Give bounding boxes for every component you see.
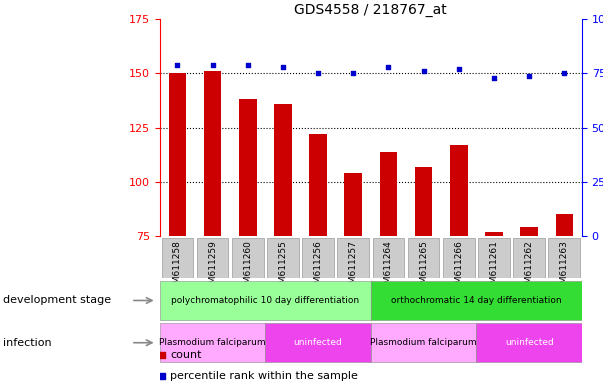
Text: GSM611262: GSM611262 [525, 240, 534, 295]
Bar [302, 238, 334, 278]
Text: GSM611266: GSM611266 [454, 240, 463, 295]
Point [207, 62, 218, 68]
Point [172, 62, 182, 68]
Point [525, 73, 534, 79]
Text: GSM611260: GSM611260 [243, 240, 252, 295]
Bar [380, 152, 397, 236]
Bar [478, 238, 510, 278]
Bar [513, 238, 545, 278]
Text: GSM611257: GSM611257 [349, 240, 358, 295]
Text: GSM611265: GSM611265 [419, 240, 428, 295]
Text: GSM611259: GSM611259 [208, 240, 217, 295]
Bar [160, 323, 265, 362]
Bar [450, 145, 467, 236]
Text: development stage: development stage [3, 295, 111, 306]
Point [489, 75, 499, 81]
Bar [344, 173, 362, 236]
Point [349, 70, 358, 76]
Point [560, 70, 569, 76]
Text: GSM611264: GSM611264 [384, 240, 393, 295]
Text: Plasmodium falciparum: Plasmodium falciparum [370, 338, 477, 347]
Bar [267, 238, 298, 278]
Point [454, 66, 464, 72]
Bar [443, 238, 475, 278]
Bar [520, 227, 538, 236]
Bar [373, 238, 404, 278]
Point [278, 64, 288, 70]
Text: percentile rank within the sample: percentile rank within the sample [170, 371, 358, 381]
Bar [197, 238, 229, 278]
Bar [415, 167, 432, 236]
Point [418, 68, 428, 74]
Bar [162, 238, 193, 278]
Text: uninfected: uninfected [294, 338, 343, 347]
Bar [371, 281, 582, 320]
Text: GSM611263: GSM611263 [560, 240, 569, 295]
Text: infection: infection [3, 338, 52, 348]
Point [384, 64, 393, 70]
Bar [169, 73, 186, 236]
Text: GSM611261: GSM611261 [490, 240, 499, 295]
Text: GSM611256: GSM611256 [314, 240, 323, 295]
Bar [371, 323, 476, 362]
Bar [338, 238, 369, 278]
Bar [265, 323, 371, 362]
Text: polychromatophilic 10 day differentiation: polychromatophilic 10 day differentiatio… [171, 296, 359, 305]
Bar [274, 104, 292, 236]
Title: GDS4558 / 218767_at: GDS4558 / 218767_at [294, 3, 447, 17]
Point [243, 62, 253, 68]
Text: Plasmodium falciparum: Plasmodium falciparum [159, 338, 266, 347]
Bar [309, 134, 327, 236]
Bar [549, 238, 580, 278]
Text: count: count [170, 350, 201, 360]
Bar [555, 214, 573, 236]
Point [305, 100, 314, 106]
Bar [160, 281, 371, 320]
Bar [485, 232, 503, 236]
Bar [239, 99, 256, 236]
Text: GSM611255: GSM611255 [279, 240, 288, 295]
Bar [232, 238, 264, 278]
Text: orthochromatic 14 day differentiation: orthochromatic 14 day differentiation [391, 296, 561, 305]
Bar [204, 71, 221, 236]
Bar [408, 238, 440, 278]
Text: GSM611258: GSM611258 [173, 240, 182, 295]
Text: uninfected: uninfected [505, 338, 554, 347]
Point [305, 292, 314, 298]
Point [314, 70, 323, 76]
Bar [476, 323, 582, 362]
